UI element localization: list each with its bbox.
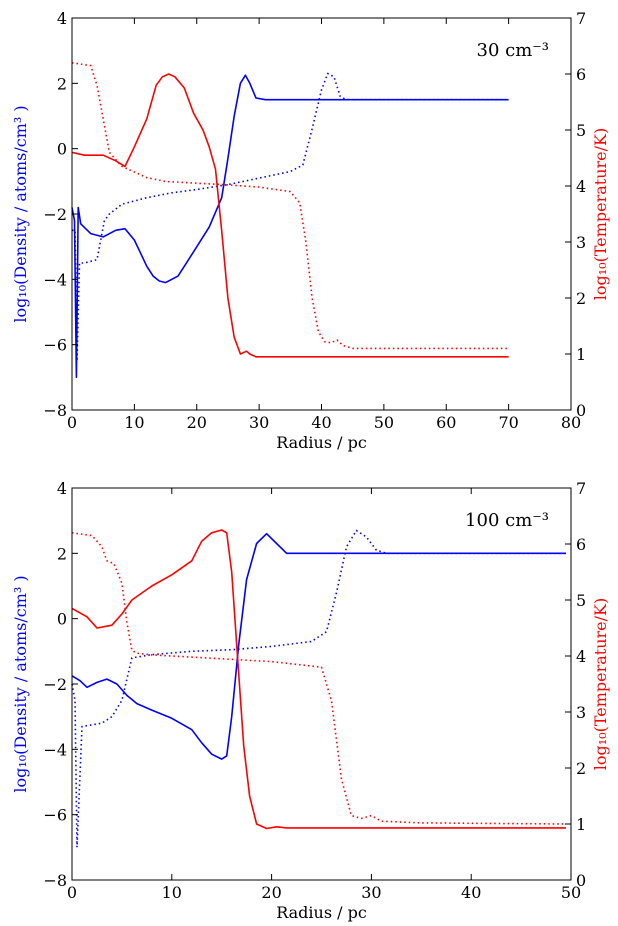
y-left-tick-label: 4 [57, 479, 67, 498]
axes-frame [72, 488, 571, 880]
x-tick-label: 30 [249, 413, 269, 432]
x-tick-label: 20 [187, 413, 207, 432]
x-tick-label: 60 [436, 413, 456, 432]
y-left-tick-label: −6 [43, 806, 67, 825]
x-tick-label: 40 [461, 883, 481, 902]
density-annotation: 30 cm⁻³ [477, 40, 550, 61]
y-right-tick-label: 2 [576, 289, 586, 308]
y-right-tick-label: 3 [576, 703, 586, 722]
x-tick-label: 30 [361, 883, 381, 902]
y-left-tick-label: −4 [43, 270, 67, 289]
y-left-tick-label: 2 [57, 544, 67, 563]
axes-frame [72, 18, 571, 410]
y-left-tick-label: −8 [43, 401, 67, 420]
y-right-tick-label: 6 [576, 535, 586, 554]
y-right-tick-label: 2 [576, 759, 586, 778]
x-tick-label: 20 [261, 883, 281, 902]
y-left-tick-label: −6 [43, 336, 67, 355]
x-tick-label: 10 [162, 883, 182, 902]
density-solid-line [72, 534, 566, 759]
density-annotation: 100 cm⁻³ [465, 510, 549, 531]
x-tick-label: 0 [67, 413, 77, 432]
y-left-axis-label: log₁₀(Density / atoms/cm³ ) [11, 105, 30, 322]
x-axis-label: Radius / pc [276, 433, 367, 452]
y-right-tick-label: 6 [576, 65, 586, 84]
temperature-dotted-line [72, 533, 566, 824]
y-left-tick-label: 2 [57, 74, 67, 93]
x-tick-label: 10 [124, 413, 144, 432]
density-solid-line [72, 75, 509, 377]
temperature-solid-line [72, 74, 509, 357]
y-right-tick-label: 0 [576, 401, 586, 420]
temperature-dotted-line [72, 63, 509, 349]
x-axis-label: Radius / pc [276, 903, 367, 922]
y-left-tick-label: −4 [43, 740, 67, 759]
y-right-tick-label: 1 [576, 815, 586, 834]
y-right-tick-label: 4 [576, 647, 586, 666]
y-left-axis-label: log₁₀(Density / atoms/cm³ ) [11, 575, 30, 792]
y-right-tick-label: 5 [576, 591, 586, 610]
y-right-axis-label: log₁₀(Temperature/K) [591, 128, 610, 300]
y-right-tick-label: 4 [576, 177, 586, 196]
y-left-tick-label: 0 [57, 610, 67, 629]
y-right-axis-label: log₁₀(Temperature/K) [591, 598, 610, 770]
y-right-tick-label: 5 [576, 121, 586, 140]
y-right-tick-label: 7 [576, 9, 586, 28]
chart-panel: 0 10 20 30 40 50 60 70 80−8−6−4−202401234567Radi… [11, 9, 610, 452]
density-dotted-line [72, 74, 509, 362]
x-tick-label: 0 [67, 883, 77, 902]
y-left-tick-label: −2 [43, 205, 67, 224]
x-tick-label: 70 [498, 413, 518, 432]
y-right-tick-label: 0 [576, 871, 586, 890]
y-right-tick-label: 3 [576, 233, 586, 252]
y-right-tick-label: 7 [576, 479, 586, 498]
x-tick-label: 50 [374, 413, 394, 432]
temperature-solid-line [72, 530, 566, 829]
y-right-tick-label: 1 [576, 345, 586, 364]
y-left-tick-label: 0 [57, 140, 67, 159]
y-left-tick-label: 4 [57, 9, 67, 28]
x-tick-label: 40 [311, 413, 331, 432]
y-left-tick-label: −8 [43, 871, 67, 890]
density-dotted-line [72, 531, 566, 848]
y-left-tick-label: −2 [43, 675, 67, 694]
